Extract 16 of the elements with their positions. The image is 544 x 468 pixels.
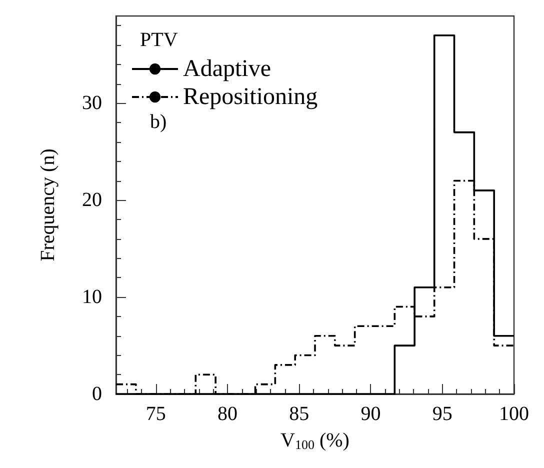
x-tick-label: 90	[360, 403, 381, 425]
y-tick-label: 20	[82, 189, 102, 212]
x-tick-label: 100	[499, 403, 529, 425]
x-tick-label: 85	[289, 403, 310, 425]
y-tick-label: 10	[82, 286, 102, 308]
y-tick-label: 0	[92, 383, 102, 405]
x-tick-label: 95	[432, 403, 452, 425]
x-tick-label: 75	[146, 403, 166, 425]
legend-title: PTV	[140, 29, 178, 51]
x-axis-title: V100 (%)	[280, 430, 350, 452]
legend-label: Adaptive	[183, 56, 271, 82]
y-tick-label: 30	[82, 92, 102, 114]
y-axis-title: Frequency (n)	[37, 148, 59, 262]
annotation: b)	[150, 111, 167, 133]
x-tick-label: 80	[217, 403, 238, 425]
legend-label: Repositioning	[183, 84, 318, 110]
